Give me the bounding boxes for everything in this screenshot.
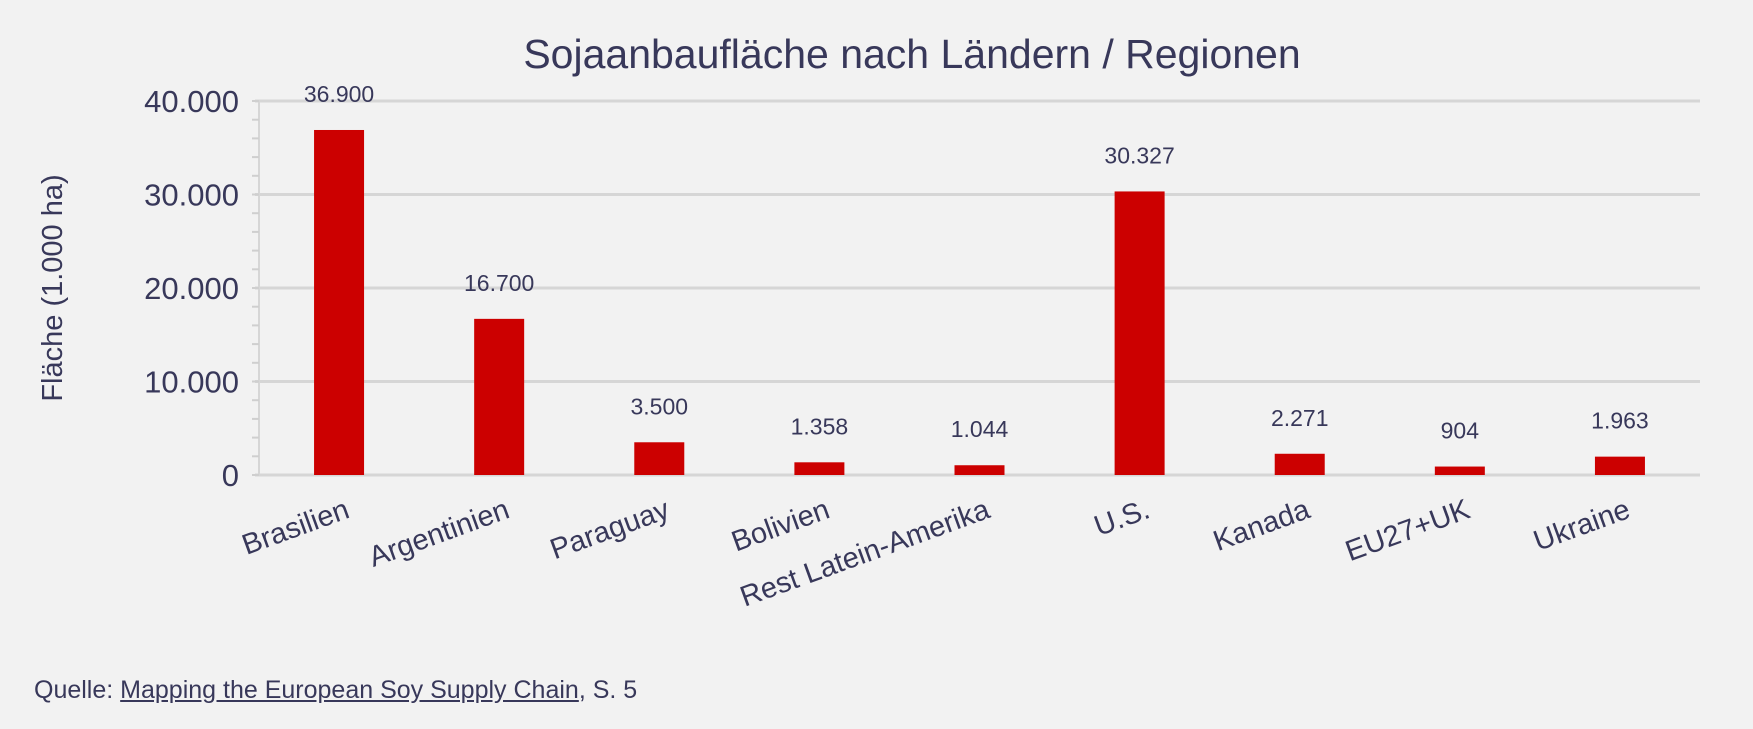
bar-u-s- <box>1114 191 1165 475</box>
data-label: 1.044 <box>951 416 1009 442</box>
data-label: 3.500 <box>630 393 688 419</box>
bar-ukraine <box>1594 456 1645 475</box>
y-tick-label: 10.000 <box>144 365 239 400</box>
bar-rest-latein-amerika <box>954 465 1005 475</box>
x-tick-label: Ukraine <box>1529 494 1634 558</box>
y-axis-label: Fläche (1.000 ha) <box>37 174 69 401</box>
x-tick-label: Brasilien <box>238 494 353 562</box>
bar-kanada <box>1274 453 1325 475</box>
data-label: 30.327 <box>1104 142 1174 168</box>
x-tick-label: Paraguay <box>546 493 674 566</box>
x-tick-label: U.S. <box>1090 494 1154 543</box>
source-prefix: Quelle: <box>34 676 121 704</box>
bar-argentinien <box>474 318 525 475</box>
y-tick-label: 40.000 <box>144 84 239 119</box>
bar-paraguay <box>634 442 685 475</box>
y-tick-label: 30.000 <box>144 178 239 213</box>
data-label: 1.963 <box>1591 408 1649 434</box>
bar-bolivien <box>794 462 845 475</box>
data-label: 16.700 <box>464 270 534 296</box>
source-note: Quelle: Mapping the European Soy Supply … <box>34 676 637 705</box>
bar-brasilien <box>314 129 365 476</box>
x-tick-label: EU27+UK <box>1341 493 1475 568</box>
x-tick-label: Argentinien <box>365 494 514 574</box>
data-label: 904 <box>1441 418 1480 444</box>
data-label: 2.271 <box>1271 405 1329 431</box>
x-tick-label: Kanada <box>1209 493 1315 558</box>
y-tick-label: 20.000 <box>144 271 239 306</box>
x-tick-label: Bolivien <box>727 494 833 559</box>
y-tick-label: 0 <box>222 458 239 493</box>
data-label: 1.358 <box>791 413 849 439</box>
bar-eu27-uk <box>1434 466 1485 475</box>
source-link[interactable]: Mapping the European Soy Supply Chain <box>120 676 579 704</box>
chart-title: Sojaanbaufläche nach Ländern / Regionen <box>523 31 1300 77</box>
data-label: 36.900 <box>304 81 374 107</box>
source-suffix: , S. 5 <box>578 676 638 704</box>
